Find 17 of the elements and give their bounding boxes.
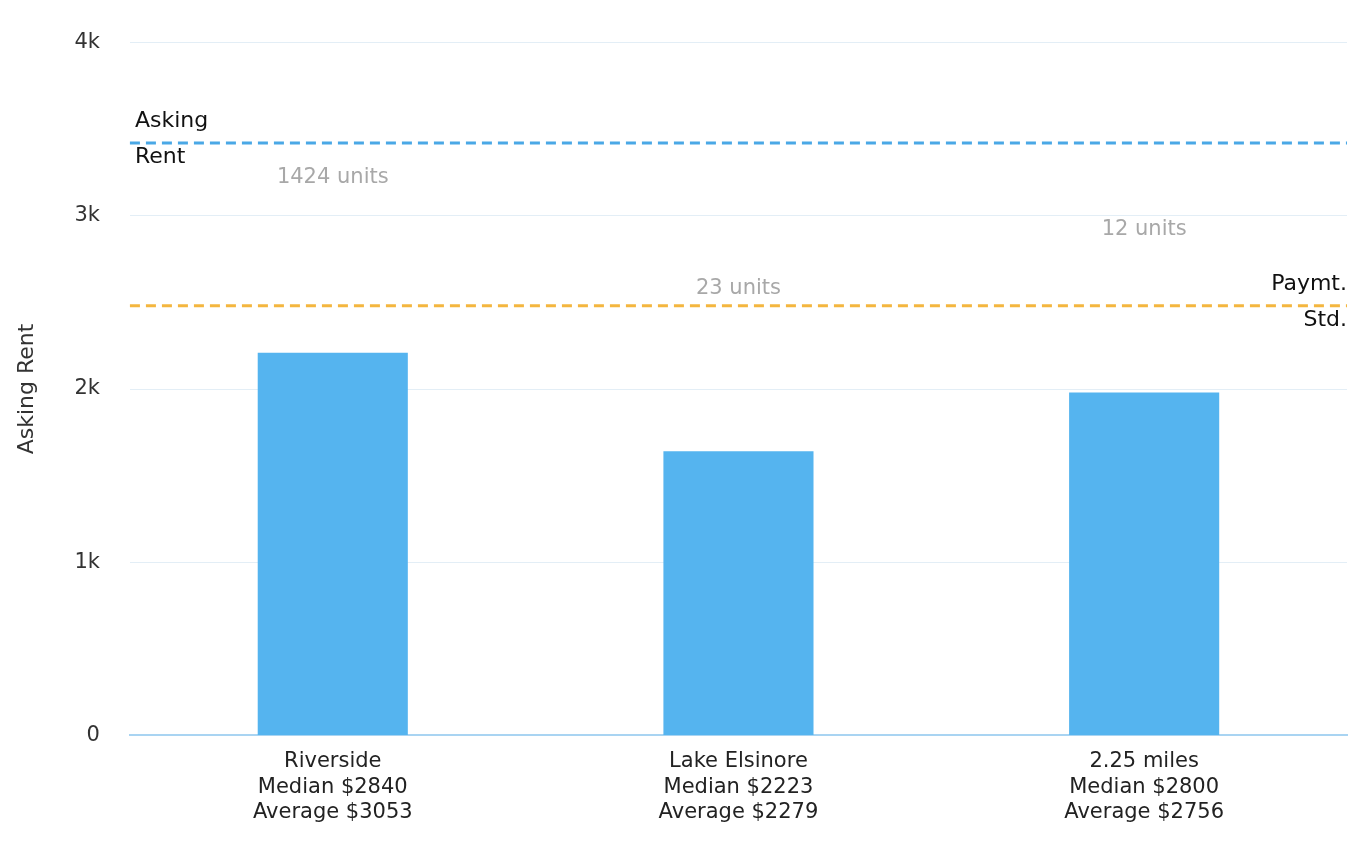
y-axis-title: Asking Rent xyxy=(12,323,38,455)
ref-line-label: Paymt. Std. xyxy=(1271,269,1347,331)
annotation: 1424 units xyxy=(276,164,389,189)
annotation: 23 units xyxy=(695,275,781,299)
y-tick-label: 3k xyxy=(74,202,101,227)
annotation: 12 units xyxy=(1101,216,1187,241)
x-tick-label: Lake Elsinore Median $2223 Average $2279 xyxy=(658,748,819,823)
y-tick-label: 0 xyxy=(86,721,100,746)
y-tick-label: 2k xyxy=(74,375,101,400)
ref-line-label: Asking Rent xyxy=(134,106,209,168)
y-tick-label: 1k xyxy=(74,548,101,573)
bar xyxy=(1069,392,1220,735)
bar xyxy=(257,352,408,735)
bar xyxy=(663,451,814,735)
x-tick-label: 2.25 miles Median $2800 Average $2756 xyxy=(1064,748,1225,823)
y-tick-label: 4k xyxy=(74,29,101,54)
x-tick-label: Riverside Median $2840 Average $3053 xyxy=(252,748,413,823)
